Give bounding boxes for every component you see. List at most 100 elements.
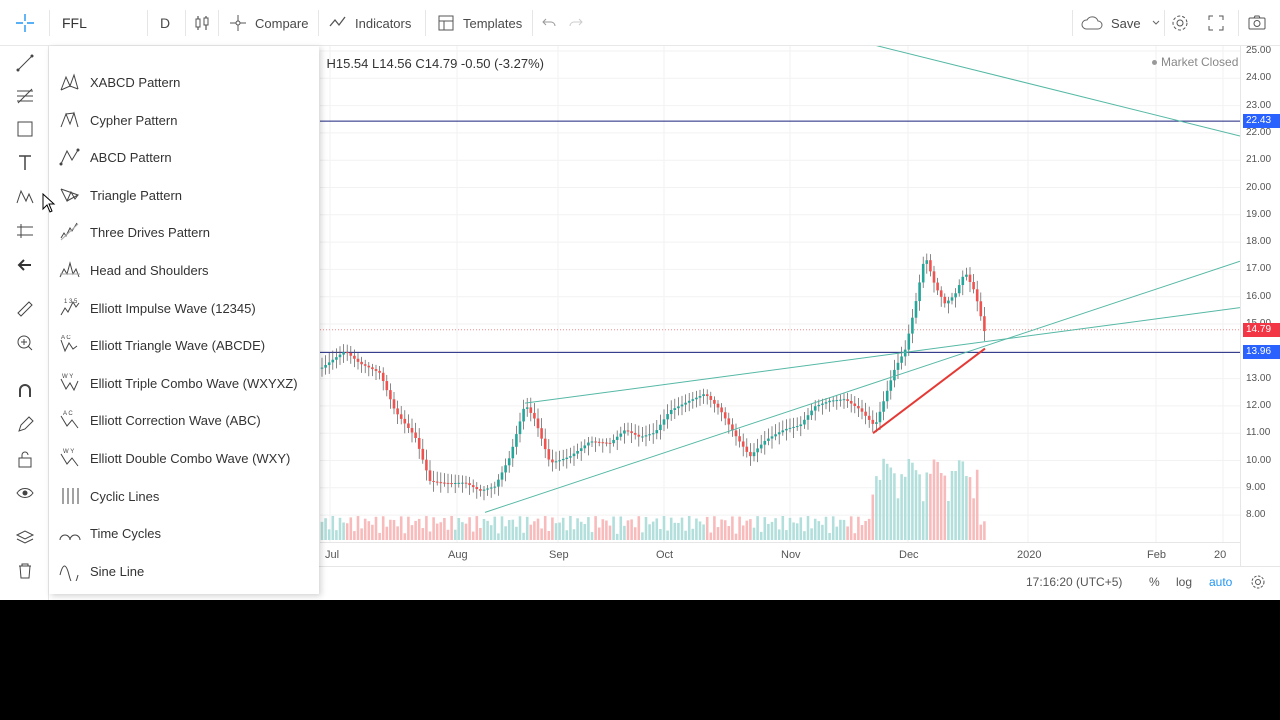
volume-bar [648,524,651,540]
settings-gear-icon[interactable] [1170,0,1190,46]
menu-item-elliott-triangle[interactable]: A C Elliott Triangle Wave (ABCDE) [49,327,319,363]
fullscreen-icon[interactable] [1207,0,1225,46]
menu-item-abcd-pattern[interactable]: ABCD Pattern [49,139,319,175]
volume-bar [878,479,882,540]
candle-body [705,394,709,397]
log-toggle[interactable]: log [1176,575,1193,589]
stay-drawing-icon[interactable] [12,412,38,438]
time-tick-label: Nov [781,549,801,561]
candle-body [882,401,885,412]
price-chart[interactable] [320,46,1240,542]
volume-bar [644,516,648,540]
undo-icon[interactable] [540,0,558,46]
prediction-tool-icon[interactable] [12,218,38,244]
candle-body [529,407,533,413]
menu-item-elliott-correction[interactable]: A C Elliott Correction Wave (ABC) [49,402,319,438]
volume-bar [597,527,601,540]
candle-body [677,406,680,409]
volume-bar [965,476,968,540]
volume-bar [687,516,691,540]
volume-bar [918,474,921,540]
volume-bar [914,470,918,540]
candles-style-icon[interactable] [193,0,211,46]
shapes-tool-icon[interactable] [12,116,38,142]
candle-body [914,301,918,318]
back-arrow-icon[interactable] [12,252,38,278]
volume-bar [497,533,500,540]
menu-item-cyclic-lines[interactable]: Cyclic Lines [49,478,319,514]
volume-bar [425,516,428,540]
fib-tool-icon[interactable] [12,83,38,109]
menu-item-cypher-pattern[interactable]: Cypher Pattern [49,102,319,138]
crosshair-icon[interactable] [14,0,36,46]
auto-toggle[interactable]: auto [1209,575,1233,589]
triangle-pattern-icon [57,184,83,206]
menu-item-elliott-double[interactable]: W Y Elliott Double Combo Wave (WXY) [49,440,319,476]
lock-icon[interactable] [12,446,38,472]
axis-settings-icon[interactable] [1250,574,1266,593]
volume-bar [889,467,893,540]
patterns-tool-icon[interactable] [12,184,38,210]
menu-item-triangle-pattern[interactable]: Triangle Pattern [49,177,319,213]
candle-body [320,367,324,369]
menu-item-sine-line[interactable]: Sine Line [49,553,319,589]
volume-bar [831,516,835,540]
menu-item-time-cycles[interactable]: Time Cycles [49,515,319,551]
percent-toggle[interactable]: % [1149,575,1160,589]
menu-item-xabcd-pattern[interactable]: XABCD Pattern [49,64,319,100]
candle-body [817,404,821,407]
candle-body [965,274,968,277]
elliott-correction-icon: A C [57,409,83,431]
candle-body [662,419,666,425]
volume-bar [731,516,734,540]
volume-bar [511,519,515,540]
zoom-icon[interactable] [12,330,38,356]
volume-bar [785,530,788,540]
volume-bar [327,529,331,540]
candle-body [363,364,367,366]
redo-icon[interactable] [567,0,585,46]
volume-bar [680,517,684,540]
price-axis[interactable]: 25.00 24.00 23.00 22.00 21.00 20.00 19.00 18.00… [1240,45,1280,566]
candle-body [396,408,399,415]
templates-button[interactable]: Templates [436,0,522,46]
ruler-icon[interactable] [12,296,38,322]
trend-line-tool-icon[interactable] [12,50,38,76]
volume-bar [435,523,439,540]
eye-icon[interactable] [12,480,38,506]
menu-item-label: Sine Line [90,563,145,579]
cypher-pattern-icon [57,109,83,131]
interval-button[interactable]: D [160,15,171,31]
indicators-button[interactable]: Indicators [328,0,411,46]
menu-item-label: XABCD Pattern [90,74,181,90]
elliott-impulse-icon: 1 3 5 [57,297,83,319]
symbol-search[interactable]: FFL [62,15,87,31]
compare-button[interactable]: Compare [228,0,308,46]
candle-body [846,399,849,401]
trash-icon[interactable] [12,558,38,584]
time-axis[interactable]: Jul Aug Sep Oct Nov Dec 2020 Feb 20 [320,542,1240,566]
camera-icon[interactable] [1247,0,1267,46]
candle-body [972,282,975,290]
text-tool-icon[interactable] [12,150,38,176]
menu-item-head-shoulders[interactable]: Head and Shoulders [49,252,319,288]
candle-body [979,301,983,317]
menu-item-elliott-triple[interactable]: W Y Elliott Triple Combo Wave (WXYXZ) [49,365,319,401]
candle-body [417,438,421,449]
menu-item-three-drives[interactable]: Three Drives Pattern [49,214,319,250]
menu-item-elliott-impulse[interactable]: 1 3 5 Elliott Impulse Wave (12345) [49,290,319,326]
candle-body [633,432,637,435]
volume-bar [554,523,558,540]
candle-body [788,427,792,429]
price-tick-label: 25.00 [1246,45,1272,56]
volume-bar [525,516,529,540]
layers-icon[interactable] [12,524,38,550]
save-button[interactable]: Save [1080,0,1161,46]
trend-line [875,46,1240,137]
candle-body [785,428,788,431]
candle-body [356,358,360,362]
volume-bar [936,461,939,540]
magnet-icon[interactable] [12,378,38,404]
price-tick-label: 12.00 [1246,399,1272,411]
volume-bar [896,498,900,540]
